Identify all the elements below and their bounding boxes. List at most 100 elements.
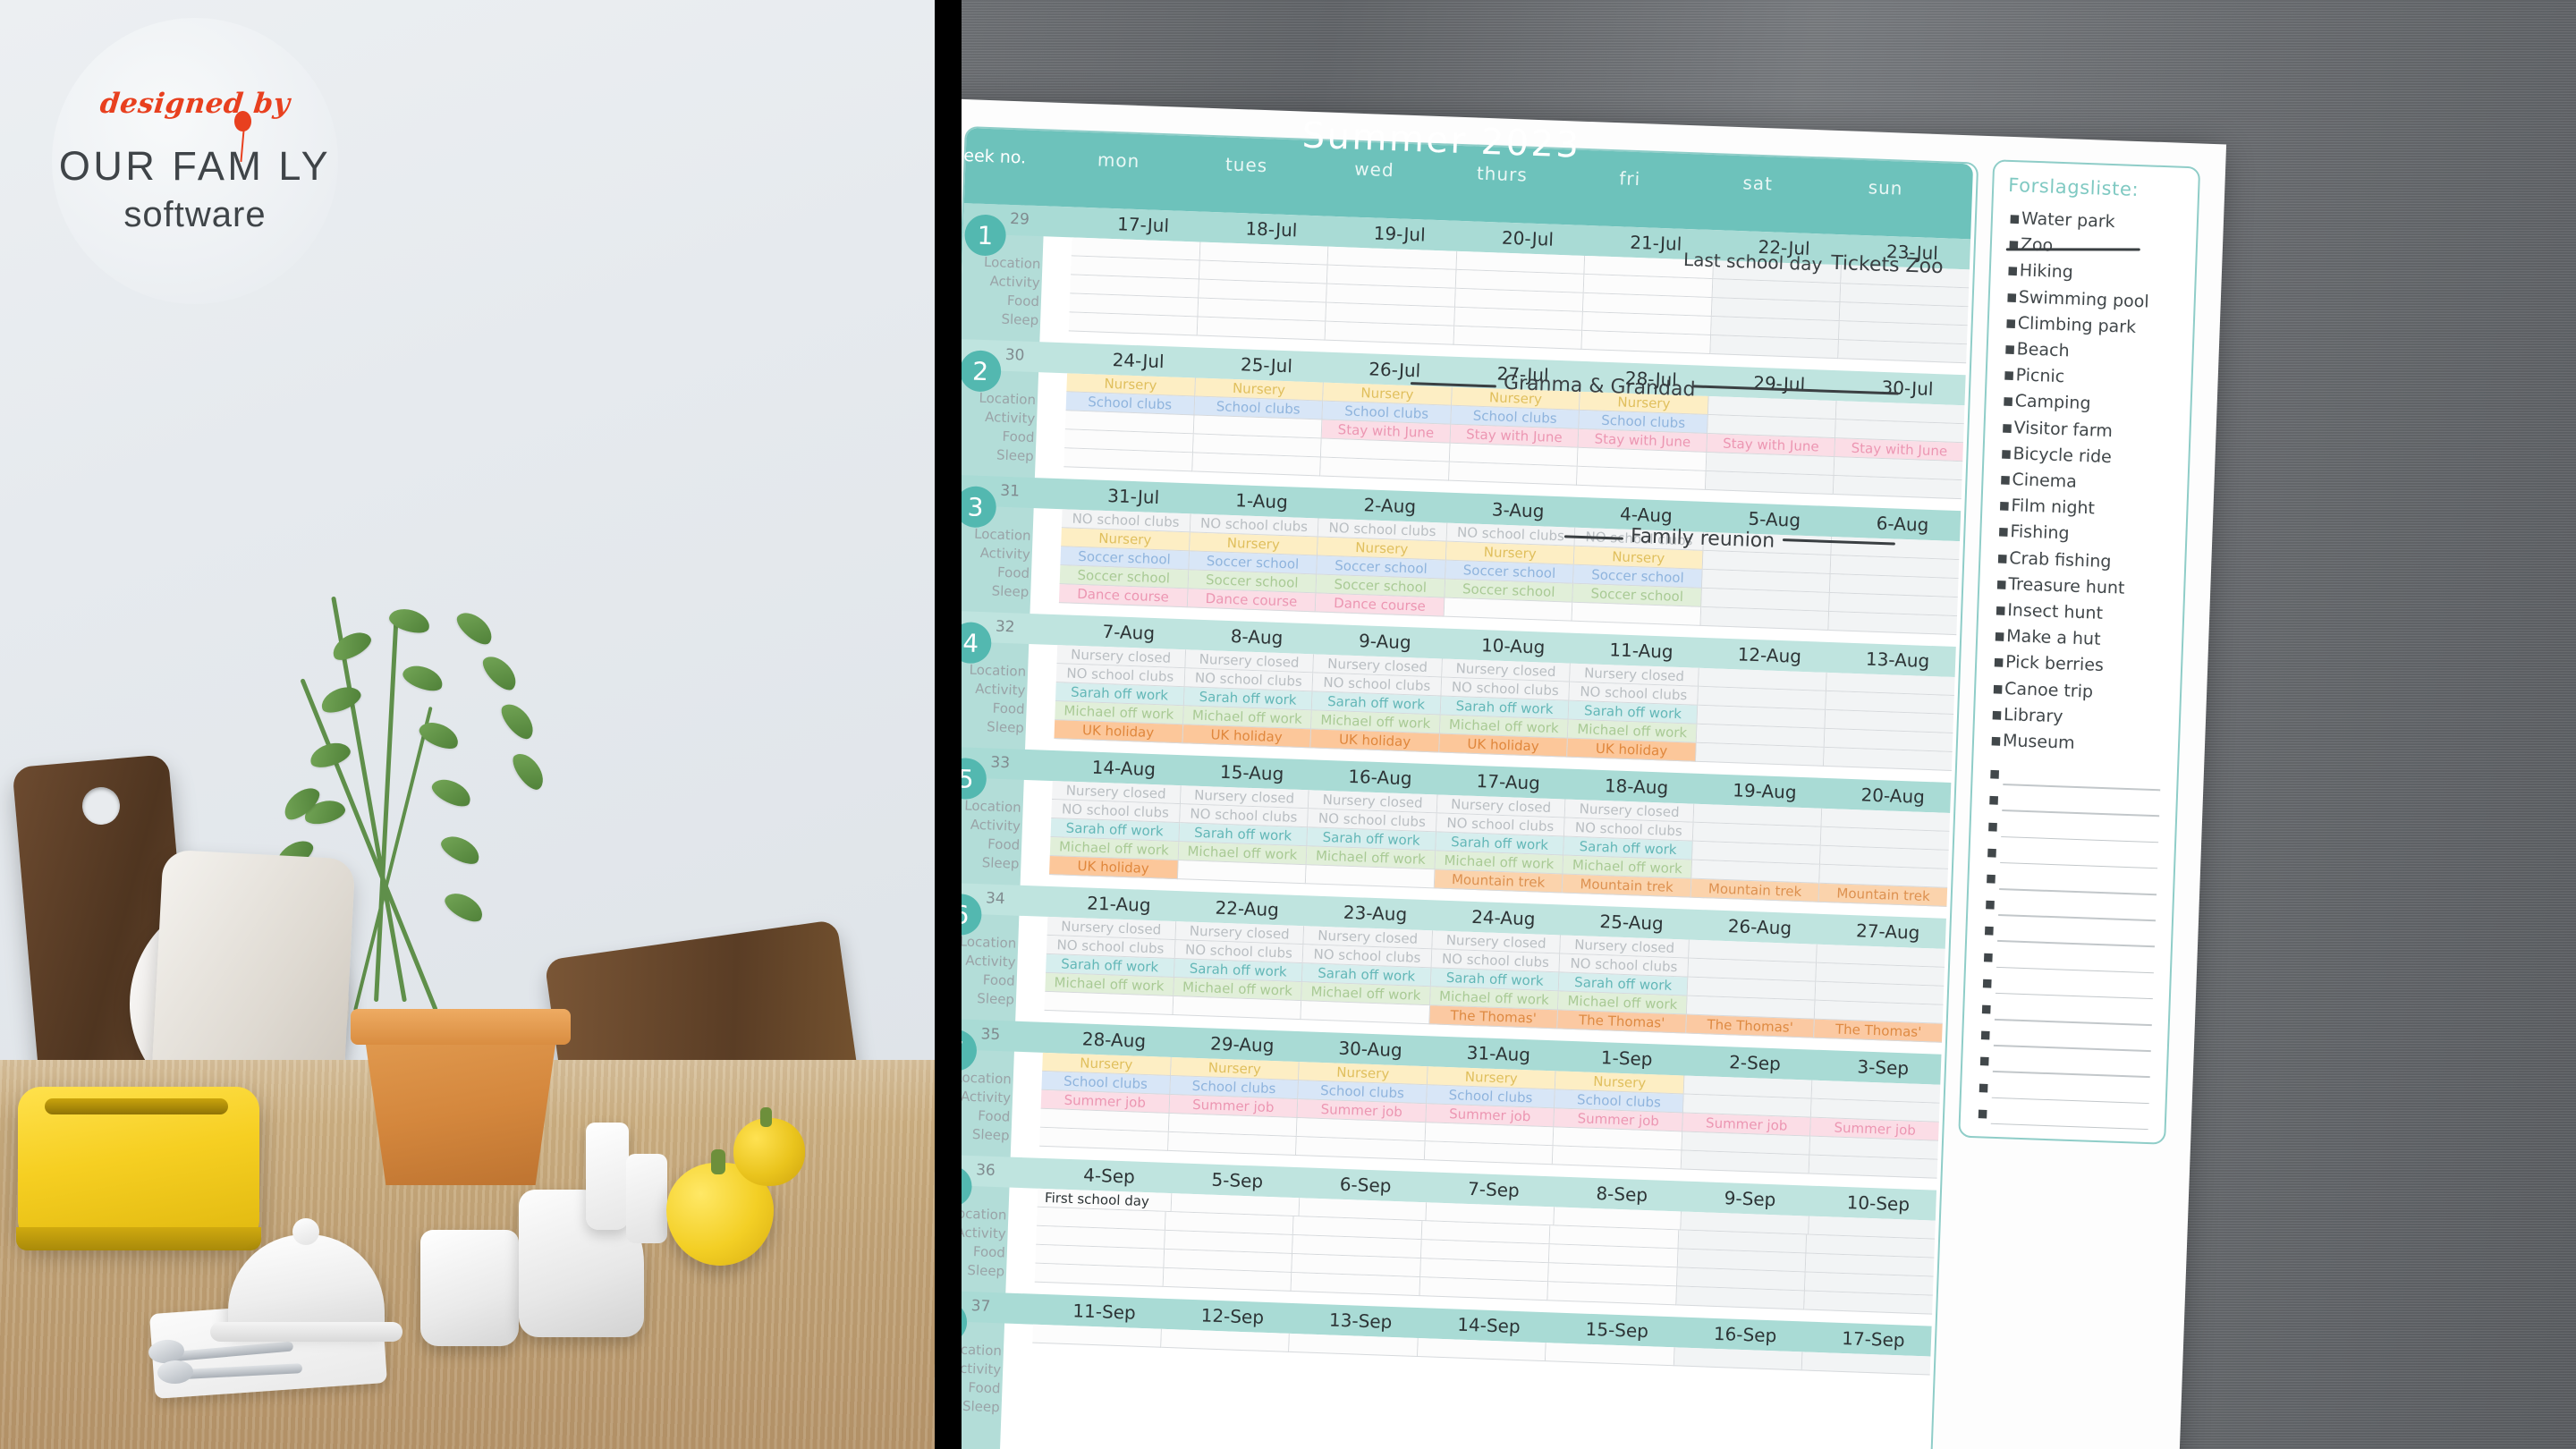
date-label: 18-Jul	[1245, 217, 1298, 242]
date-label: 22-Aug	[1215, 896, 1280, 921]
blank-bullet-icon: ▪	[1979, 1024, 1992, 1045]
handwritten-note-tickets-zoo: Tickets Zoo	[1830, 251, 1944, 279]
date-label: 13-Aug	[1865, 648, 1930, 673]
row-label: Food	[978, 1107, 1011, 1125]
date-label: 18-Aug	[1604, 775, 1669, 799]
bullet-icon: ▪	[2001, 417, 2013, 437]
blank-bullet-icon: ▪	[1987, 789, 2000, 810]
row-label: Activity	[965, 952, 1016, 970]
date-label: 12-Sep	[1200, 1304, 1265, 1328]
blank-bullet-icon: ▪	[1976, 1103, 1989, 1123]
row-label: Sleep	[967, 1261, 1005, 1280]
suggestion-item-label: Film night	[2011, 496, 2096, 519]
yellow-pepper-small	[733, 1118, 805, 1186]
row-label: Sleep	[971, 1126, 1010, 1144]
bullet-icon: ▪	[1989, 730, 2003, 750]
week-number-label: 32	[995, 617, 1015, 637]
row-label: Sleep	[986, 718, 1025, 736]
date-label: 27-Aug	[1855, 919, 1920, 944]
row-label: Sleep	[962, 1397, 1001, 1416]
suggestion-item-label: Camping	[2014, 391, 2091, 414]
suggestion-item-label: Library	[2003, 704, 2063, 727]
bullet-icon: ▪	[2005, 286, 2019, 307]
date-label: 24-Jul	[1112, 349, 1165, 373]
bullet-icon: ▪	[2006, 260, 2020, 281]
row-labels: Location Activity Food Sleep	[962, 659, 1026, 738]
suggestion-item-label: Hiking	[2019, 260, 2074, 283]
date-label: 26-Aug	[1727, 915, 1792, 939]
suggestion-item-label: Cinema	[2012, 470, 2078, 492]
date-label: 11-Aug	[1608, 639, 1674, 663]
date-label: 17-Aug	[1476, 769, 1541, 794]
suggestion-item-label: Canoe trip	[2004, 678, 2094, 702]
fridge-panel: Summer 2023 Week no. mon tues wed thurs …	[962, 0, 2576, 1449]
suggestion-item-label: Water park	[2021, 208, 2116, 233]
suggestion-item-label: Beach	[2016, 339, 2070, 361]
bullet-icon: ▪	[1997, 521, 2010, 542]
bullet-icon: ▪	[2004, 312, 2018, 334]
row-labels: Location Activity Food Sleep	[962, 1067, 1012, 1146]
date-label: 30-Aug	[1338, 1037, 1403, 1062]
row-label: Sleep	[991, 582, 1030, 600]
balloon-icon	[233, 110, 251, 131]
date-label: 29-Aug	[1209, 1032, 1275, 1057]
logo-brand-subtext: software	[123, 194, 267, 234]
date-label: 9-Sep	[1724, 1187, 1776, 1211]
row-label: Food	[996, 564, 1030, 581]
row-label: Sleep	[1001, 310, 1039, 329]
strikethrough-line	[2005, 248, 2140, 251]
date-label: 13-Sep	[1328, 1309, 1393, 1333]
bullet-icon: ▪	[1994, 599, 2007, 621]
date-label: 2-Aug	[1363, 494, 1417, 518]
date-label: 3-Aug	[1491, 498, 1545, 522]
row-label: Location	[962, 933, 1017, 952]
date-label: 21-Aug	[1086, 892, 1151, 917]
date-label: 4-Sep	[1082, 1164, 1136, 1188]
blank-bullet-icon: ▪	[1986, 842, 1998, 862]
row-labels: Location Activity Food Sleep	[962, 523, 1031, 602]
date-label: 11-Sep	[1072, 1300, 1137, 1324]
blank-bullet-icon: ▪	[1983, 919, 1996, 941]
date-label: 9-Aug	[1358, 630, 1412, 654]
suggestion-item-label: Insect hunt	[2006, 600, 2104, 623]
suggestion-item-label: Zoo	[2020, 234, 2054, 256]
row-label: Location	[962, 1069, 1013, 1088]
row-label: Sleep	[996, 446, 1035, 465]
row-label: Activity	[984, 409, 1036, 428]
yellow-pepper-large-stem	[711, 1149, 725, 1174]
product-photo-panel: designed by OUR FAM LY software	[0, 0, 935, 1449]
date-label: 8-Aug	[1230, 625, 1284, 649]
date-label: 10-Sep	[1846, 1191, 1911, 1216]
week-number-label: 29	[1009, 209, 1030, 229]
suggestion-item-label: Picnic	[2015, 365, 2065, 387]
row-labels: Location Activity Food Sleep	[962, 795, 1021, 874]
bullet-icon: ▪	[1992, 651, 2005, 673]
date-label: 12-Aug	[1737, 643, 1802, 667]
date-label: 19-Jul	[1373, 222, 1427, 246]
logo-brand-text: OUR FAM LY	[58, 142, 332, 189]
date-label: 7-Aug	[1102, 620, 1156, 644]
bullet-icon: ▪	[1995, 573, 2008, 594]
row-label: Activity	[979, 544, 1031, 563]
bullet-icon: ▪	[1996, 547, 2009, 568]
week-number-label: 31	[999, 481, 1021, 501]
row-label: Activity	[962, 1360, 1002, 1378]
toaster-base	[16, 1227, 261, 1250]
date-label: 7-Sep	[1467, 1177, 1521, 1201]
row-label: Location	[963, 797, 1022, 816]
brand-logo: designed by OUR FAM LY software	[52, 18, 338, 304]
week-number-label: 30	[1004, 345, 1025, 365]
row-label: Food	[968, 1379, 1001, 1397]
row-label: Location	[983, 253, 1041, 273]
planner-sheet: Summer 2023 Week no. mon tues wed thurs …	[962, 98, 2227, 1449]
suggestion-item-label: Climbing park	[2017, 313, 2137, 337]
bullet-icon: ▪	[1998, 495, 2011, 516]
bullet-icon: ▪	[2000, 443, 2012, 463]
bullet-icon: ▪	[2008, 208, 2021, 229]
row-label: Food	[1006, 292, 1040, 310]
week-number-label: 36	[975, 1161, 996, 1181]
date-label: 20-Aug	[1860, 784, 1926, 808]
row-label: Activity	[974, 680, 1026, 699]
row-label: Activity	[962, 1088, 1012, 1106]
row-labels: Location Activity Food Sleep	[962, 931, 1017, 1010]
